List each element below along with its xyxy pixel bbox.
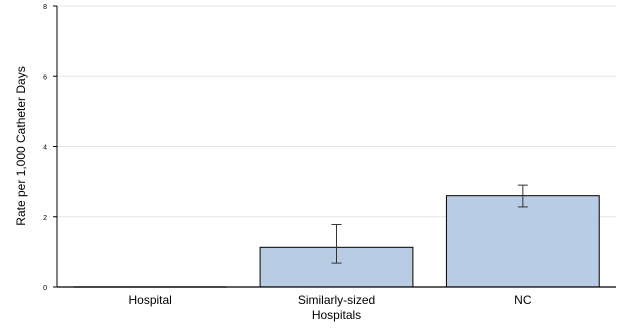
y-tick-label: 6 xyxy=(43,74,47,81)
y-axis-title: Rate per 1,000 Catheter Days xyxy=(14,66,28,225)
y-tick-label: 0 xyxy=(43,285,47,292)
bars xyxy=(73,184,600,288)
y-tick-label: 2 xyxy=(43,215,47,222)
y-tick-label: 4 xyxy=(43,145,47,152)
x-tick-labels: Hospital Similarly-sized Hospitals NC xyxy=(128,293,531,322)
x-tick-label: Hospital xyxy=(128,293,171,307)
x-tick-label-line: Hospital xyxy=(128,293,171,307)
x-tick-label-line: Hospitals xyxy=(312,308,361,322)
gridlines xyxy=(57,5,616,218)
y-ticks: 0 2 4 6 8 xyxy=(43,4,57,292)
x-tick-label-line: Similarly-sized xyxy=(298,293,375,307)
y-tick-label: 8 xyxy=(43,4,47,11)
bar xyxy=(445,195,600,288)
x-tick-label: NC xyxy=(514,293,532,307)
x-tick-label-line: NC xyxy=(514,293,532,307)
x-tick-label: Similarly-sized Hospitals xyxy=(298,293,375,322)
